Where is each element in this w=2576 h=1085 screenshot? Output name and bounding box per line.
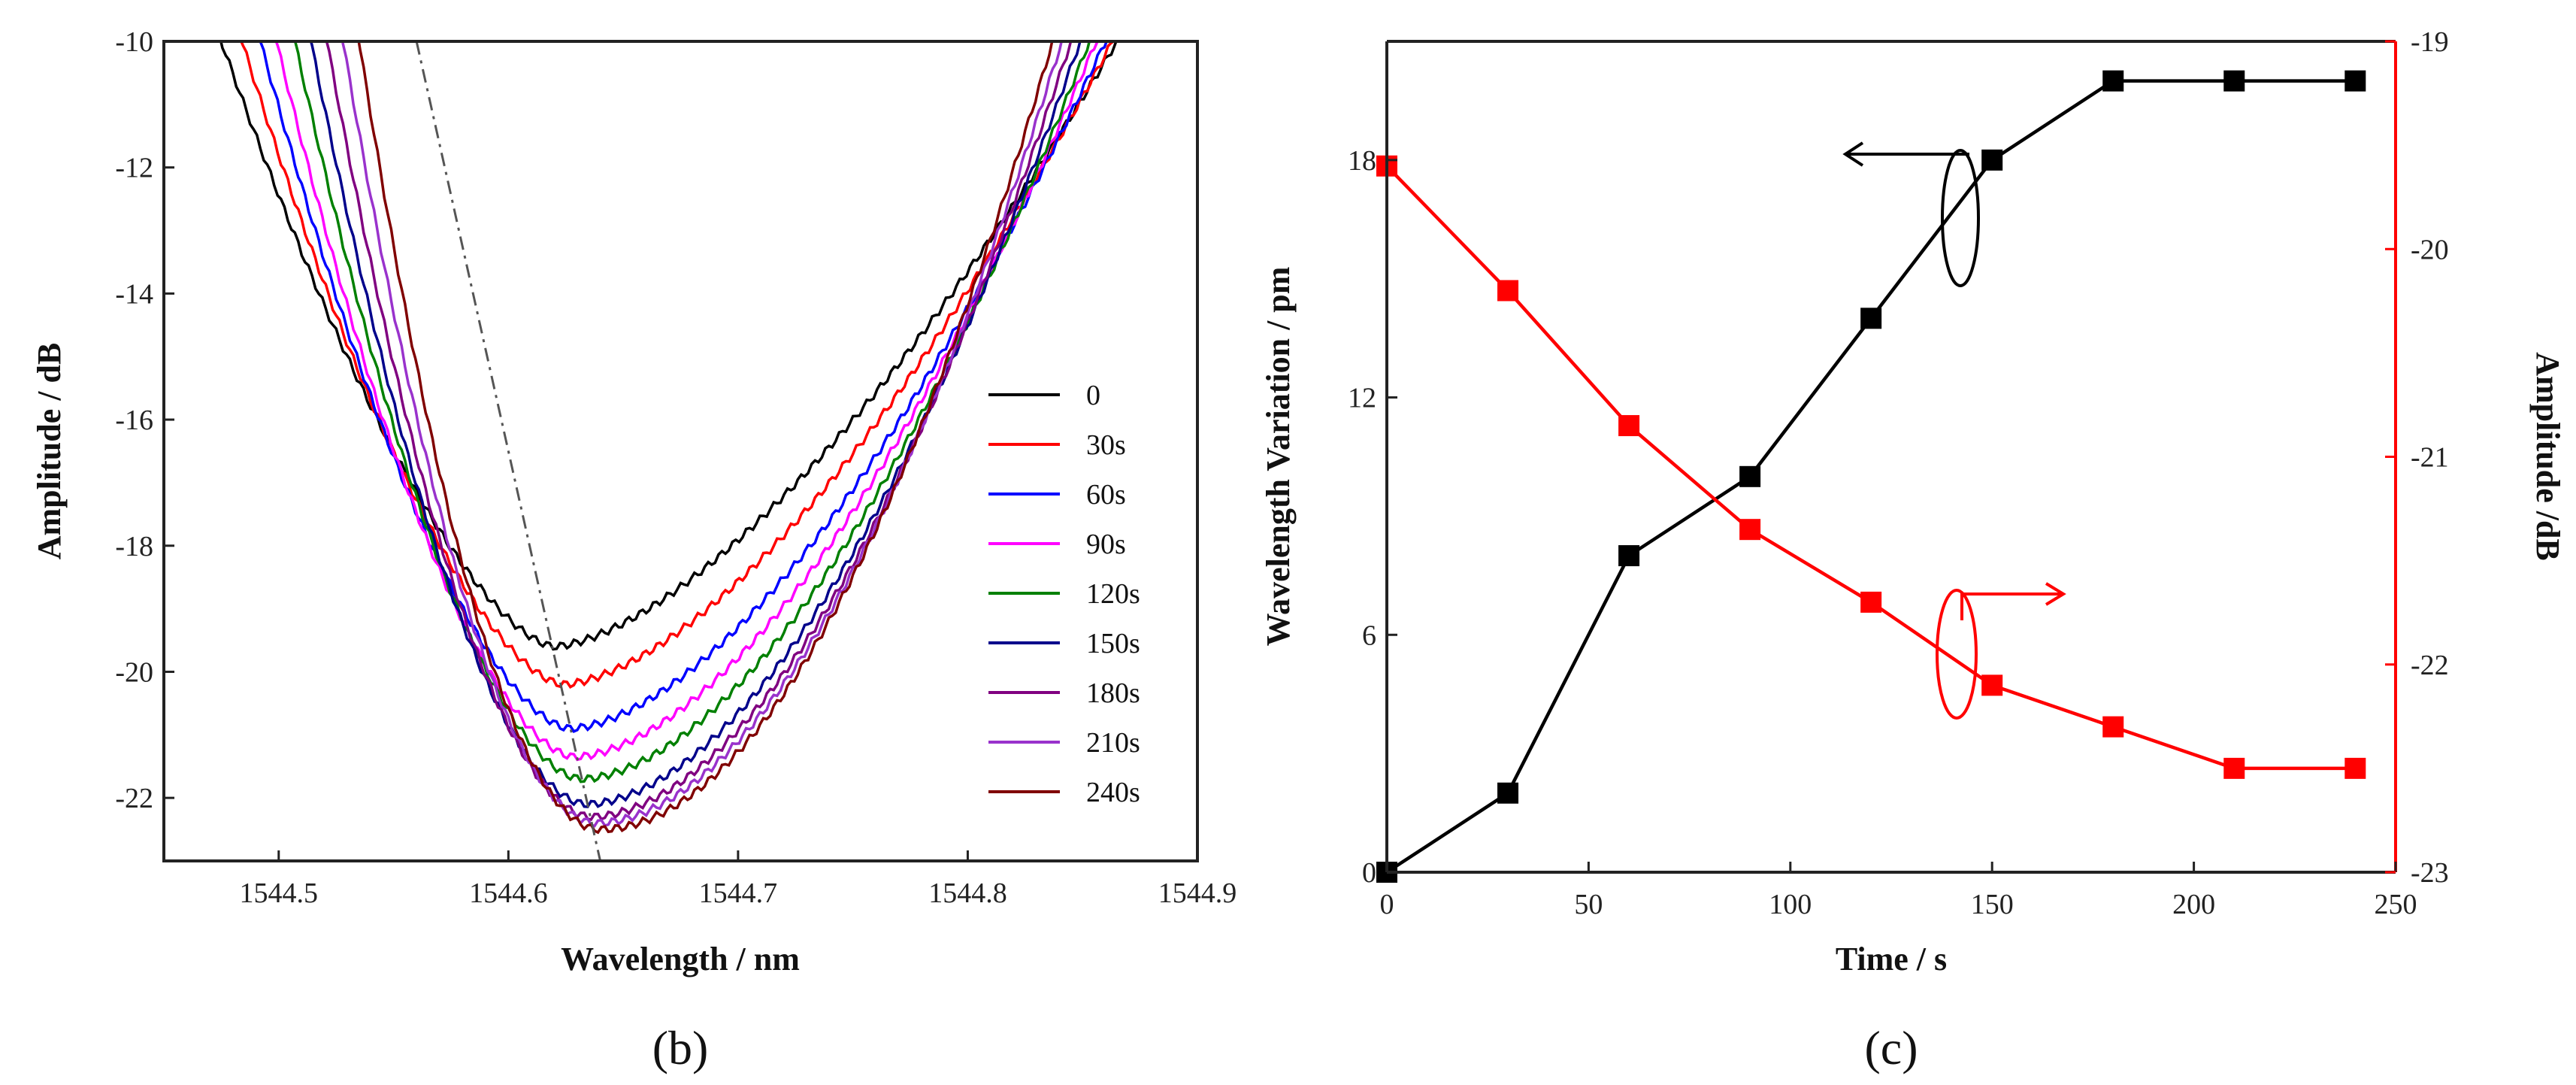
- panel-b-x-tick-label: 1544.6: [469, 877, 548, 909]
- panel-c-right-y-ticks: -23 -22 -21 -20 -19: [2385, 26, 2449, 889]
- panel-b-series-120s: [293, 41, 1091, 783]
- panel-b-legend-label-210s: 210s: [1086, 727, 1140, 759]
- panel-c-y-axis-label: Wavelength Variation / pm: [1260, 267, 1297, 647]
- panel-b-legend-label-30s: 30s: [1086, 429, 1126, 461]
- panel-b-x-ticks: 1544.5 1544.6 1544.7 1544.8 1544.9: [240, 850, 1237, 909]
- panel-b-legend-label-90s: 90s: [1086, 529, 1126, 560]
- panel-b-y-tick-label: -20: [115, 656, 153, 688]
- panel-c-right-y-tick-label: -21: [2411, 442, 2449, 474]
- panel-c-point-wavelength-variation: [1497, 782, 1519, 804]
- panel-c-y-tick-label: 18: [1348, 145, 1376, 177]
- panel-c-label: (c): [1864, 1021, 1918, 1074]
- panel-b-y-tick-label: -14: [115, 278, 153, 310]
- panel-c-x-tick-label: 100: [1769, 889, 1812, 920]
- panel-c-series-line-wavelength-variation: [1385, 79, 2356, 874]
- panel-b-spectrum-chart: 1544.5 1544.6 1544.7 1544.8 1544.9 -22 -20 -18…: [31, 26, 1237, 1074]
- panel-c-x-tick-label: 250: [2375, 889, 2417, 920]
- panel-b-legend: 0 30s 60s 90s 120s 150s 180s 210s 240s: [988, 380, 1140, 808]
- panel-c-left-axis-annotation: [1842, 141, 1980, 287]
- panel-c-right-y-tick-label: -20: [2411, 234, 2449, 265]
- panel-c-x-ticks: 0 50 100 150 200 250: [1380, 862, 2417, 920]
- panel-b-y-tick-label: -22: [115, 783, 153, 814]
- panel-c-point-wavelength-variation: [2344, 70, 2366, 92]
- panel-b-x-tick-label: 1544.8: [928, 877, 1007, 909]
- panel-c-series-line-amplitude: [1385, 165, 2356, 771]
- panel-c-point-wavelength-variation: [1860, 308, 1882, 329]
- panel-c-point-amplitude: [1860, 591, 1882, 613]
- panel-c-right-y-tick-label: -19: [2411, 26, 2449, 58]
- panel-c-point-amplitude: [2223, 757, 2245, 779]
- panel-b-legend-label-240s: 240s: [1086, 777, 1140, 808]
- panel-b-y-tick-label: -18: [115, 531, 153, 562]
- panel-c-time-chart: 0 50 100 150 200 250 0 6 12 18 -23 -22 -21 -20 -19 T…: [1260, 26, 2566, 1074]
- panel-c-point-wavelength-variation: [1739, 465, 1761, 487]
- panel-b-x-tick-label: 1544.9: [1158, 877, 1237, 909]
- panel-c-point-wavelength-variation: [1981, 149, 2003, 171]
- panel-c-point-amplitude: [1981, 674, 2003, 696]
- panel-b-y-tick-label: -10: [115, 26, 153, 58]
- panel-b-series-240s: [357, 41, 1054, 835]
- panel-b-y-tick-label: -12: [115, 153, 153, 184]
- panel-c-left-y-ticks: 0 6 12 18: [1348, 145, 1397, 889]
- panel-b-y-ticks: -22 -20 -18 -16 -14 -12 -10: [115, 26, 174, 814]
- panel-b-series-210s: [341, 41, 1063, 828]
- panel-b-legend-label-180s: 180s: [1086, 677, 1140, 709]
- panel-c-point-wavelength-variation: [1618, 545, 1640, 567]
- panel-c-point-amplitude: [1618, 415, 1640, 437]
- panel-b-x-tick-label: 1544.5: [240, 877, 319, 909]
- panel-b-legend-label-150s: 150s: [1086, 628, 1140, 659]
- panel-c-right-axis-annotation: [1936, 582, 2066, 720]
- panel-c-y-tick-label: 0: [1362, 857, 1376, 889]
- panel-c-point-wavelength-variation: [2223, 70, 2245, 92]
- panel-c-right-y-tick-label: -23: [2411, 857, 2449, 889]
- panel-c-x-tick-label: 0: [1380, 889, 1394, 920]
- panel-b-series-180s: [325, 41, 1073, 821]
- panel-b-legend-label-60s: 60s: [1086, 479, 1126, 511]
- panel-b-label: (b): [652, 1021, 709, 1074]
- panel-b-reference-dashdot-line: [415, 41, 602, 862]
- panel-c-right-y-axis-label: Amplitude /dB: [2529, 352, 2566, 561]
- panel-b-series-150s: [309, 41, 1082, 808]
- panel-c-point-amplitude: [1497, 280, 1519, 302]
- panel-b-series-group: [219, 41, 1118, 835]
- panel-c-point-amplitude: [2102, 716, 2124, 738]
- panel-c-y-tick-label: 12: [1348, 383, 1376, 414]
- panel-c-x-tick-label: 200: [2172, 889, 2215, 920]
- panel-c-point-amplitude: [2344, 757, 2366, 779]
- panel-b-legend-label-0: 0: [1086, 380, 1100, 411]
- panel-c-y-tick-label: 6: [1362, 620, 1376, 651]
- panel-c-point-wavelength-variation: [2102, 70, 2124, 92]
- panel-b-y-axis-label: Amplitude / dB: [31, 343, 68, 560]
- panel-b-series-60s: [259, 41, 1108, 733]
- panel-b-x-tick-label: 1544.7: [699, 877, 778, 909]
- panel-b-series-90s: [274, 41, 1099, 762]
- panel-c-point-amplitude: [1739, 519, 1761, 541]
- panel-b-x-axis-label: Wavelength / nm: [561, 941, 800, 977]
- panel-b-legend-label-120s: 120s: [1086, 578, 1140, 610]
- panel-c-x-axis-label: Time / s: [1836, 941, 1947, 977]
- panel-b-series-0: [219, 41, 1118, 651]
- panel-c-x-tick-label: 150: [1971, 889, 2014, 920]
- panel-b-y-tick-label: -16: [115, 405, 153, 436]
- panel-c-series-group: [1376, 70, 2366, 883]
- panel-b-plot-frame: [162, 40, 1199, 862]
- panel-c-x-tick-label: 50: [1574, 889, 1603, 920]
- panel-c-right-y-tick-label: -22: [2411, 650, 2449, 681]
